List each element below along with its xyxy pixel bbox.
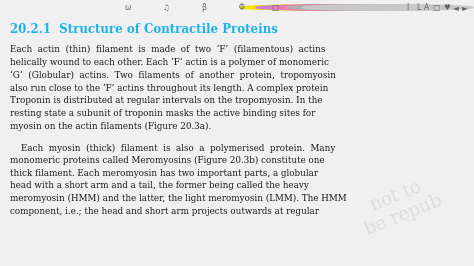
Text: ♫: ♫ [163,3,169,12]
Text: 20.2.1  Structure of Contractile Proteins: 20.2.1 Structure of Contractile Proteins [10,23,278,36]
Text: ♥: ♥ [443,3,450,12]
Text: β: β [201,3,206,12]
Circle shape [271,5,442,10]
Text: Each  actin  (thin)  filament  is  made  of  two  ‘F’  (filamentous)  actins
hel: Each actin (thin) filament is made of tw… [10,45,336,131]
Circle shape [287,5,457,10]
Text: Φ: Φ [239,3,245,12]
Text: I: I [407,3,409,12]
Circle shape [302,5,473,10]
Text: Each  myosin  (thick)  filament  is  also  a  polymerised  protein.  Many
monome: Each myosin (thick) filament is also a p… [10,143,346,215]
Text: ►: ► [462,3,467,12]
Text: □: □ [271,3,279,12]
Text: ω: ω [125,3,131,12]
Text: A: A [424,3,429,12]
Text: ◄: ◄ [453,3,459,12]
Circle shape [256,5,427,10]
Text: □: □ [432,3,440,12]
Text: L: L [416,3,420,12]
Circle shape [239,5,410,10]
Text: not to
be repub: not to be repub [355,173,445,239]
